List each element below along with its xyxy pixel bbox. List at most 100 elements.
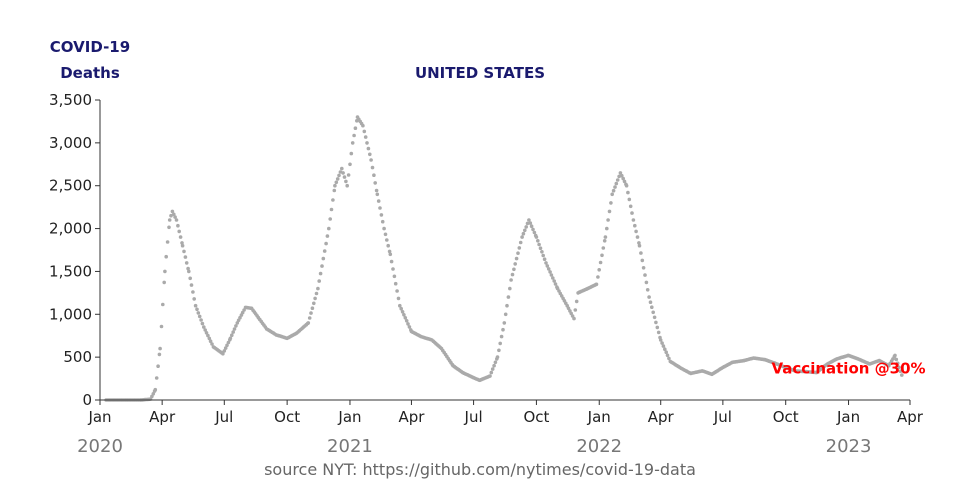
x-tick-label: Apr — [897, 408, 924, 426]
data-point — [509, 278, 513, 282]
data-point — [541, 253, 545, 258]
data-point — [307, 316, 312, 320]
data-point — [197, 314, 202, 319]
data-point — [489, 370, 494, 375]
data-point — [395, 289, 399, 293]
data-point — [553, 282, 558, 286]
data-point — [501, 327, 505, 332]
data-point — [176, 223, 180, 228]
data-point — [310, 306, 315, 311]
data-point — [660, 341, 664, 345]
data-point — [573, 308, 578, 312]
data-point — [894, 357, 899, 362]
data-point — [639, 251, 643, 255]
data-point — [513, 262, 517, 266]
data-point — [656, 330, 661, 335]
data-point — [495, 355, 500, 359]
data-point — [195, 307, 199, 312]
data-point — [605, 226, 609, 231]
data-point — [520, 235, 524, 239]
data-point — [162, 280, 166, 285]
data-point — [173, 215, 177, 219]
data-point — [514, 256, 519, 261]
x-tick-label: Apr — [149, 408, 176, 426]
data-point — [322, 249, 327, 253]
data-point — [609, 201, 613, 205]
data-point — [374, 188, 379, 193]
data-point — [153, 387, 158, 392]
data-point — [183, 255, 188, 259]
data-point — [353, 126, 358, 130]
data-point — [188, 276, 192, 281]
data-point — [521, 231, 526, 236]
x-year-label: 2021 — [327, 436, 373, 457]
data-point — [306, 321, 311, 325]
data-point — [180, 243, 185, 248]
data-point — [398, 303, 402, 308]
data-point — [192, 297, 196, 301]
data-point — [628, 204, 633, 209]
data-point — [321, 256, 326, 261]
data-point — [647, 295, 651, 299]
data-point — [525, 221, 530, 226]
data-point — [529, 224, 534, 228]
data-point — [324, 241, 328, 246]
data-point — [161, 302, 165, 307]
y-axis-label-line1: COVID-19 — [49, 38, 131, 56]
data-point — [518, 240, 523, 245]
data-point — [375, 192, 380, 197]
data-point — [210, 342, 214, 346]
data-point — [177, 229, 181, 234]
data-point — [178, 235, 183, 239]
data-point — [396, 296, 401, 301]
data-point — [379, 213, 384, 217]
data-point — [624, 183, 629, 188]
data-point — [652, 315, 657, 320]
data-point — [200, 321, 205, 326]
data-point — [517, 246, 522, 250]
data-point — [389, 259, 394, 264]
data-point — [312, 301, 316, 306]
data-point — [548, 270, 552, 274]
data-point — [156, 364, 160, 369]
data-point — [650, 305, 654, 310]
data-point — [663, 347, 667, 352]
data-point — [544, 261, 548, 265]
data-point — [540, 250, 544, 254]
x-year-label: 2020 — [77, 436, 123, 457]
x-year-label: 2022 — [576, 436, 622, 457]
y-tick-label: 3,000 — [49, 134, 92, 152]
data-point — [640, 258, 645, 263]
data-point — [551, 276, 555, 280]
data-point — [620, 173, 624, 178]
data-point — [350, 141, 355, 145]
data-point — [341, 171, 345, 175]
y-tick-label: 500 — [63, 348, 92, 366]
x-tick-label: Oct — [773, 408, 799, 426]
data-point — [313, 296, 317, 301]
data-point — [505, 303, 509, 308]
data-point — [393, 281, 398, 286]
x-tick-label: Oct — [274, 408, 300, 426]
data-point — [614, 181, 619, 186]
data-point — [622, 179, 627, 184]
data-point — [630, 211, 634, 215]
data-point — [542, 257, 547, 262]
data-point — [400, 310, 405, 314]
data-point — [621, 176, 625, 181]
data-point — [898, 369, 903, 374]
data-point — [655, 325, 660, 330]
data-point — [163, 269, 167, 274]
data-point — [230, 333, 234, 338]
data-point — [320, 264, 324, 268]
data-point — [164, 254, 168, 259]
data-point — [159, 324, 164, 329]
data-point — [335, 177, 340, 181]
data-point — [187, 269, 191, 274]
data-point — [627, 197, 632, 202]
data-point — [392, 274, 397, 279]
data-point — [206, 333, 210, 338]
data-point — [637, 243, 642, 248]
data-point — [499, 334, 504, 339]
data-point — [488, 374, 492, 378]
